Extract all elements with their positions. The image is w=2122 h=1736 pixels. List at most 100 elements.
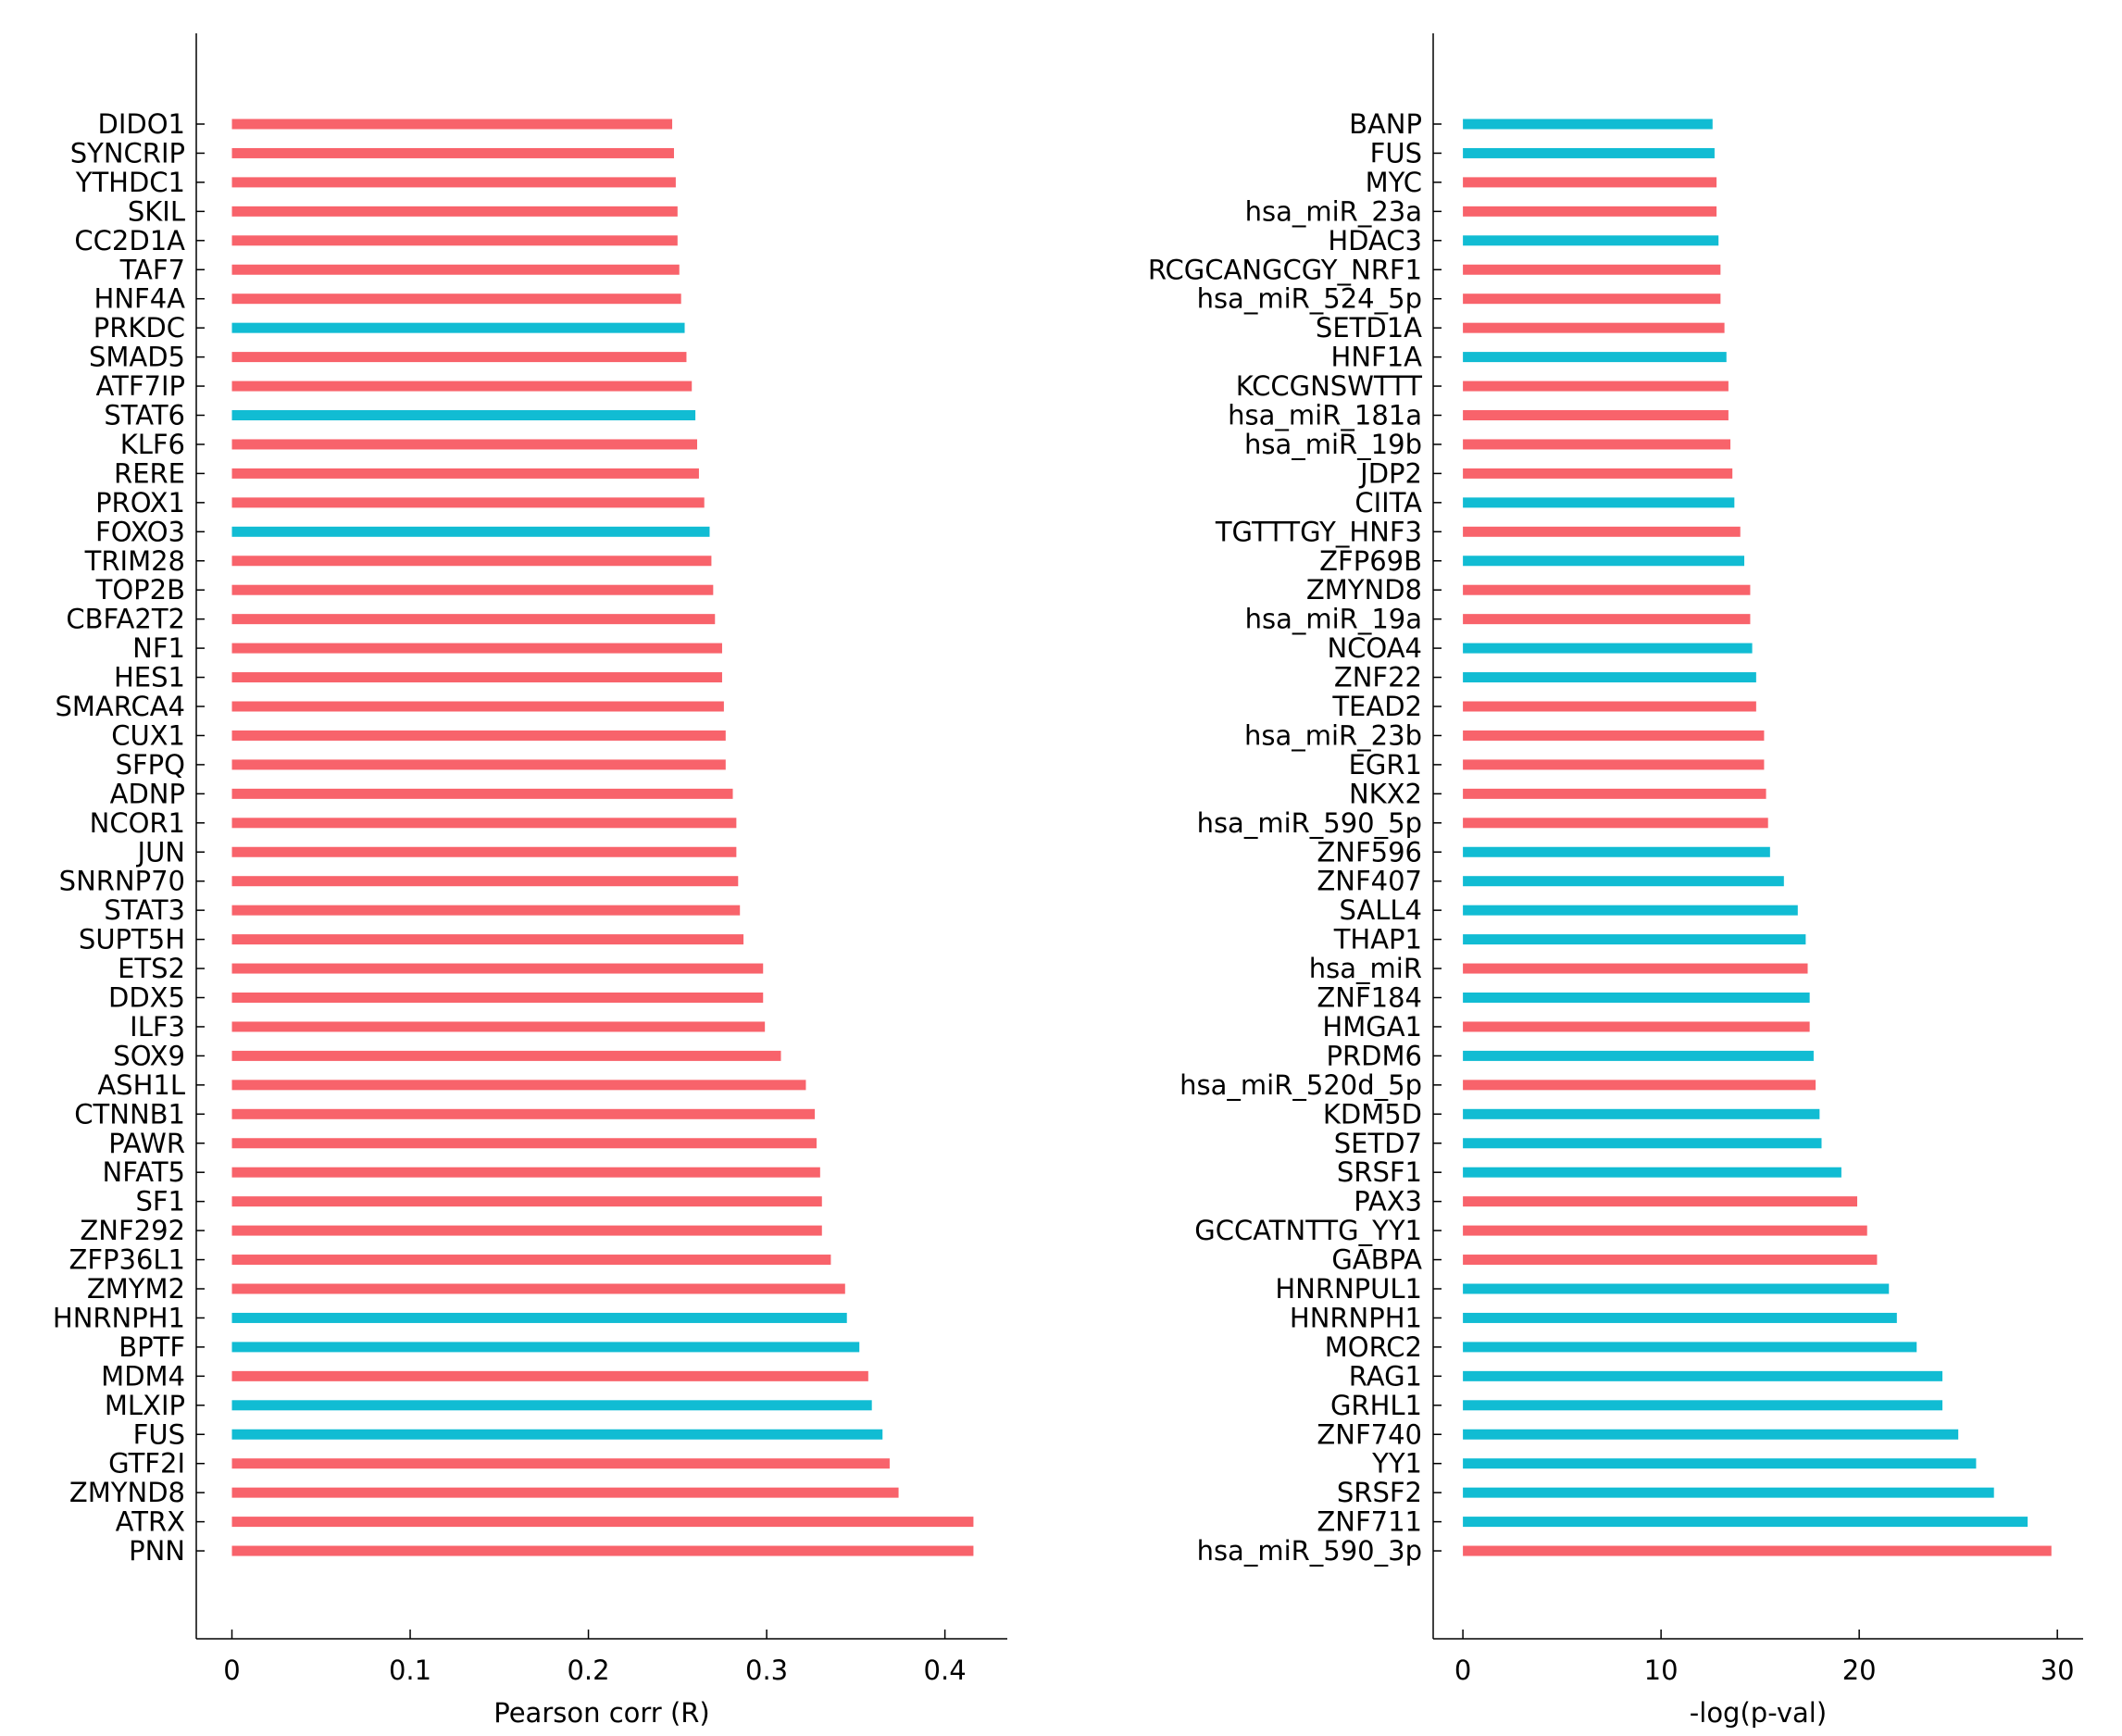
x-tick-label: 0 (1454, 1655, 1471, 1686)
bar (1463, 147, 1715, 158)
category-label: STAT3 (104, 894, 185, 926)
category-label: SF1 (135, 1186, 185, 1218)
category-label: HNRNPH1 (53, 1302, 185, 1333)
bar (231, 1400, 872, 1411)
bar (1463, 701, 1756, 712)
category-label: SMARCA4 (55, 691, 185, 722)
bar (231, 1312, 847, 1323)
category-label: MYC (1366, 167, 1422, 198)
category-label: ASH1L (97, 1069, 185, 1101)
bar (1463, 1487, 1994, 1498)
bar (1463, 963, 1808, 974)
bar (231, 1138, 817, 1149)
category-label: YY1 (1371, 1448, 1422, 1480)
category-label: HNF4A (94, 283, 186, 315)
bar (1463, 1050, 1814, 1061)
category-label: DIDO1 (98, 108, 186, 140)
bar (231, 905, 741, 916)
bar (231, 934, 744, 945)
category-label: ZNF407 (1317, 866, 1422, 897)
category-label: SYNCRIP (70, 137, 185, 169)
category-label: CC2D1A (74, 225, 185, 256)
category-label: ATF7IP (96, 370, 185, 402)
category-label: TGTTTGY_HNF3 (1215, 516, 1422, 547)
category-label: DDX5 (108, 982, 185, 1014)
category-label: HES1 (114, 662, 185, 693)
bar (231, 1167, 820, 1178)
bar (1463, 1458, 1977, 1469)
category-label: TEAD2 (1331, 691, 1422, 722)
category-label: CTNNB1 (74, 1098, 185, 1130)
category-label: CUX1 (111, 719, 185, 751)
category-label: PNN (129, 1535, 185, 1567)
x-tick-label: 0.3 (745, 1655, 788, 1686)
bar (231, 701, 724, 712)
category-label: KLF6 (120, 429, 185, 460)
bar (1463, 730, 1765, 741)
category-label: GABPA (1331, 1244, 1422, 1276)
bar (231, 1196, 822, 1207)
category-label: CIITA (1354, 487, 1422, 518)
bar (1463, 352, 1727, 363)
bar (1463, 206, 1717, 217)
bar (1463, 293, 1721, 305)
category-label: PAX3 (1354, 1186, 1422, 1218)
bar (1463, 1517, 2028, 1528)
bar (231, 963, 764, 974)
bar (1463, 410, 1729, 420)
bar (231, 1283, 845, 1294)
category-label: hsa_miR_23b (1244, 719, 1422, 751)
category-label: hsa_miR_520d_5p (1180, 1069, 1422, 1101)
bar (1463, 1080, 1816, 1091)
category-label: PRKDC (94, 312, 185, 343)
category-label: FUS (133, 1418, 185, 1450)
category-label: CBFA2T2 (66, 604, 185, 635)
category-label: FUS (1370, 137, 1422, 169)
bar (1463, 818, 1768, 829)
bar (1463, 1225, 1867, 1236)
category-label: SRSF1 (1337, 1156, 1422, 1188)
bar (1463, 1283, 1890, 1294)
bar (1463, 1021, 1810, 1032)
category-label: STAT6 (104, 400, 185, 431)
category-label: THAP1 (1333, 924, 1422, 955)
category-label: NCOR1 (90, 807, 185, 839)
bar (231, 614, 716, 625)
bar (231, 1517, 974, 1528)
x-tick-label: 0 (223, 1655, 240, 1686)
bar (1463, 177, 1717, 188)
x-tick-label: 0.4 (924, 1655, 967, 1686)
bar (231, 497, 705, 508)
bar (231, 584, 714, 595)
bar (1463, 264, 1721, 275)
category-label: SUPT5H (79, 924, 185, 955)
bar (1463, 1400, 1943, 1411)
category-label: JDP2 (1358, 457, 1422, 489)
bar (231, 993, 764, 1003)
bar (231, 206, 678, 217)
x-axis-title: Pearson corr (R) (493, 1697, 709, 1729)
left-panel-pearson-corr: 0 0.1 0.2 0.3 0.4 Pearson corr (R) DIDO1SYNCRI… (53, 33, 1007, 1729)
category-label: TAF7 (119, 254, 185, 285)
bar (231, 381, 693, 392)
category-label: MLXIP (105, 1390, 185, 1421)
bar (1463, 643, 1753, 654)
category-label: ZMYM2 (87, 1273, 185, 1305)
category-label: HNRNPH1 (1290, 1302, 1422, 1333)
x-tick-label: 20 (1842, 1655, 1877, 1686)
category-label: RCGCANGCGY_NRF1 (1148, 254, 1422, 285)
bar (231, 759, 726, 770)
bar (231, 643, 722, 654)
bar (231, 730, 726, 741)
category-label: NCOA4 (1327, 632, 1422, 664)
bar (1463, 1255, 1878, 1266)
bar (1463, 439, 1731, 450)
category-label: ZNF711 (1317, 1506, 1422, 1538)
bar (231, 1080, 806, 1091)
bar (1463, 584, 1751, 595)
bar (1463, 381, 1729, 392)
category-label: ZNF22 (1334, 662, 1422, 693)
category-label: PRDM6 (1327, 1040, 1422, 1071)
bar (1463, 556, 1745, 567)
category-label: SNRNP70 (59, 866, 185, 897)
